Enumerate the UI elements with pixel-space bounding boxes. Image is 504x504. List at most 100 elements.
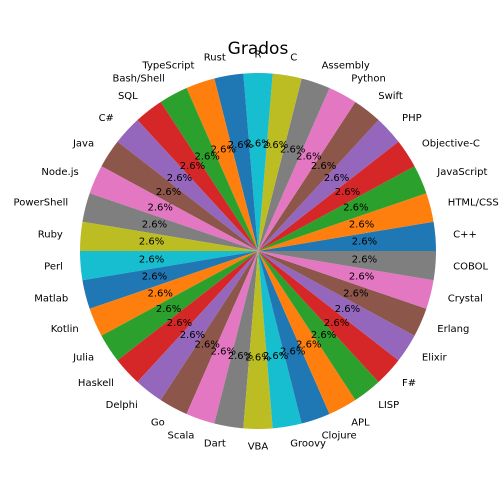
category-label-f: F# (402, 378, 416, 389)
pct-label-php: 2.6% (324, 173, 349, 184)
pct-label-delphi: 2.6% (180, 330, 205, 341)
pct-label-vba: 2.6% (245, 352, 270, 363)
slice-java (101, 141, 258, 251)
slice-html-css (258, 193, 434, 251)
category-label-node-js: Node.js (41, 167, 78, 178)
pct-label-matlab: 2.6% (142, 272, 167, 283)
slice-c (258, 73, 302, 251)
slice-scala (186, 251, 258, 424)
pct-label-java: 2.6% (156, 187, 181, 198)
slice-f (258, 251, 399, 382)
slice-erlang (258, 251, 427, 336)
slice-node-js (89, 166, 258, 251)
category-label-ruby: Ruby (38, 229, 63, 240)
category-label-vba: VBA (248, 441, 269, 452)
category-label-bash-shell: Bash/Shell (112, 73, 164, 84)
pct-labels: 2.6%2.6%2.6%2.6%2.6%2.6%2.6%2.6%2.6%2.6%… (139, 139, 377, 364)
category-label-javascript: JavaScript (436, 167, 487, 178)
pct-label-powershell: 2.6% (142, 219, 167, 230)
category-label-rust: Rust (204, 52, 226, 63)
slice-r (243, 73, 273, 251)
pct-label-scala: 2.6% (211, 347, 236, 358)
slice-delphi (137, 251, 258, 401)
pct-label-c: 2.6% (352, 237, 377, 248)
category-label-go: Go (151, 418, 165, 429)
category-label-elixir: Elixir (422, 353, 448, 364)
category-label-python: Python (351, 73, 386, 84)
category-labels: C++ HTML/CSS JavaScript Objective-C PHP Swift… (14, 50, 499, 453)
pct-label-dart: 2.6% (228, 351, 253, 362)
slice-c (258, 221, 436, 251)
slice-lisp (258, 251, 379, 401)
pct-label-objective-c: 2.6% (335, 187, 360, 198)
category-label-cobol: COBOL (453, 262, 488, 273)
slice-assembly (258, 78, 330, 251)
category-label-haskell: Haskell (78, 378, 114, 389)
category-label-swift: Swift (378, 91, 403, 102)
pct-label-rust: 2.6% (228, 140, 253, 151)
pct-label-lisp: 2.6% (311, 330, 336, 341)
slice-python (258, 87, 356, 252)
pct-label-sql: 2.6% (180, 161, 205, 172)
slice-haskell (117, 251, 258, 382)
pct-label-ruby: 2.6% (139, 237, 164, 248)
slice-cobol (258, 251, 436, 281)
category-label-c: C++ (453, 229, 477, 240)
slice-bash-shell (160, 87, 258, 252)
slice-dart (214, 251, 258, 429)
pct-label-perl: 2.6% (139, 254, 164, 265)
slice-apl (258, 251, 356, 415)
category-label-dart: Dart (204, 439, 226, 450)
category-label-delphi: Delphi (106, 400, 138, 411)
category-label-c: C# (99, 113, 114, 124)
category-label-sql: SQL (118, 91, 138, 102)
slice-javascript (258, 166, 427, 251)
slice-php (258, 120, 399, 251)
category-label-powershell: PowerShell (14, 197, 69, 208)
pct-label-bash-shell: 2.6% (194, 152, 219, 163)
category-label-lisp: LISP (378, 400, 399, 411)
slice-elixir (258, 251, 415, 361)
category-label-erlang: Erlang (437, 324, 469, 335)
slice-vba (243, 251, 273, 429)
pct-label-r: 2.6% (245, 139, 270, 150)
category-label-crystal: Crystal (448, 294, 483, 305)
pct-label-crystal: 2.6% (349, 272, 374, 283)
pct-label-apl: 2.6% (296, 339, 321, 350)
category-label-perl: Perl (44, 262, 63, 273)
slice-sql (137, 101, 258, 251)
pct-label-erlang: 2.6% (343, 288, 368, 299)
pct-label-swift: 2.6% (311, 161, 336, 172)
slice-powershell (82, 193, 259, 251)
pct-label-html-css: 2.6% (349, 219, 374, 230)
pct-label-clojure: 2.6% (280, 347, 305, 358)
slice-typescript (186, 78, 258, 251)
slice-kotlin (89, 251, 258, 336)
pct-label-go: 2.6% (194, 339, 219, 350)
pct-label-julia: 2.6% (156, 304, 181, 315)
pct-label-kotlin: 2.6% (147, 288, 172, 299)
slice-julia (101, 251, 258, 361)
pct-label-haskell: 2.6% (167, 318, 192, 329)
category-label-groovy: Groovy (290, 439, 326, 450)
category-label-typescript: TypeScript (141, 60, 194, 71)
pct-label-c: 2.6% (167, 173, 192, 184)
pct-label-cobol: 2.6% (352, 254, 377, 265)
pct-label-python: 2.6% (296, 152, 321, 163)
category-label-java: Java (72, 138, 94, 149)
pct-label-c: 2.6% (263, 140, 288, 151)
category-label-assembly: Assembly (322, 60, 370, 71)
pct-label-node-js: 2.6% (147, 203, 172, 214)
slice-groovy (258, 251, 302, 429)
pct-label-f: 2.6% (324, 318, 349, 329)
slice-ruby (80, 221, 258, 251)
pct-label-groovy: 2.6% (263, 351, 288, 362)
category-label-r: R (255, 50, 262, 61)
pie-slices (80, 73, 436, 429)
pct-label-assembly: 2.6% (280, 144, 305, 155)
slice-matlab (82, 251, 259, 309)
slice-crystal (258, 251, 434, 309)
slice-clojure (258, 251, 330, 424)
slice-go (160, 251, 258, 415)
